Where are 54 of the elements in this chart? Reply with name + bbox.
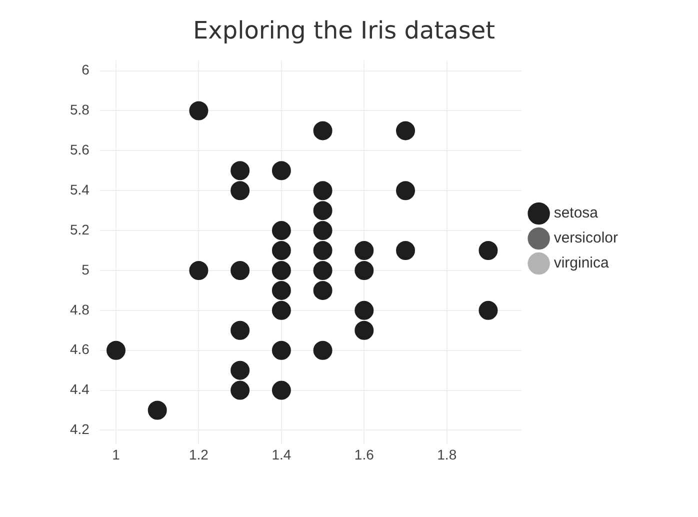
chart-title: Exploring the Iris dataset bbox=[192, 16, 496, 45]
point bbox=[230, 320, 250, 340]
point bbox=[230, 360, 250, 380]
point bbox=[272, 241, 291, 260]
point bbox=[272, 280, 291, 300]
point bbox=[313, 181, 332, 200]
point bbox=[272, 161, 291, 180]
point bbox=[272, 340, 291, 360]
point bbox=[313, 201, 332, 220]
y-tick-label: 4.8 bbox=[70, 301, 90, 318]
point bbox=[313, 260, 332, 280]
legend-label: versicolor bbox=[554, 230, 618, 247]
point bbox=[272, 260, 291, 280]
point bbox=[478, 241, 498, 260]
y-tick-label: 5 bbox=[82, 261, 90, 278]
legend-label: virginica bbox=[554, 254, 610, 272]
y-tick-label: 5.2 bbox=[70, 221, 90, 238]
point bbox=[478, 300, 498, 320]
point bbox=[313, 280, 332, 300]
x-tick-label: 1 bbox=[112, 446, 120, 462]
y-tick-label: 6 bbox=[82, 62, 90, 78]
point bbox=[106, 340, 126, 360]
y-tick-label: 4.2 bbox=[70, 421, 90, 438]
x-tick-label: 1.2 bbox=[188, 446, 209, 462]
y-tick-label: 4.6 bbox=[70, 341, 90, 358]
y-tick-label: 5.4 bbox=[70, 181, 90, 198]
point bbox=[354, 300, 374, 320]
point bbox=[148, 400, 167, 420]
point bbox=[230, 181, 250, 200]
point bbox=[396, 121, 416, 140]
point bbox=[189, 260, 208, 280]
point bbox=[313, 221, 332, 240]
legend-label: setosa bbox=[554, 204, 599, 222]
y-tick-label: 4.4 bbox=[70, 381, 90, 398]
point bbox=[189, 101, 208, 120]
point bbox=[313, 340, 332, 360]
point bbox=[272, 380, 291, 400]
point bbox=[272, 300, 291, 320]
x-tick-label: 1.8 bbox=[437, 446, 457, 462]
point bbox=[313, 241, 332, 260]
point bbox=[396, 241, 416, 260]
point bbox=[230, 161, 250, 180]
point bbox=[313, 121, 332, 140]
point bbox=[396, 181, 416, 200]
y-tick-label: 5.8 bbox=[70, 102, 90, 118]
y-tick-label: 5.6 bbox=[70, 142, 90, 158]
x-tick-label: 1.6 bbox=[354, 446, 374, 462]
point bbox=[230, 380, 250, 400]
point bbox=[354, 320, 374, 340]
point bbox=[230, 260, 250, 280]
point bbox=[272, 221, 291, 240]
point bbox=[354, 241, 374, 260]
point bbox=[354, 260, 374, 280]
x-tick-label: 1.4 bbox=[272, 446, 292, 462]
